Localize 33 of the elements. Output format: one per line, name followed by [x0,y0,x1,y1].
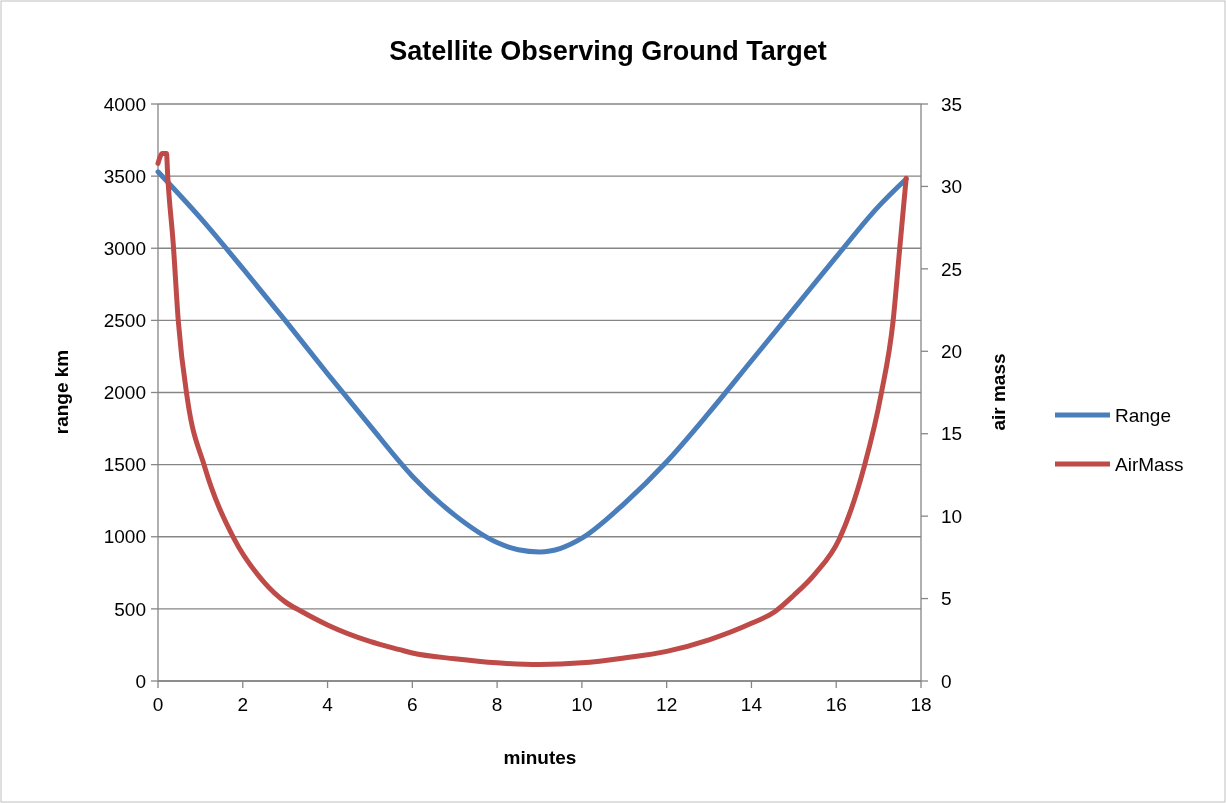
x-tick-label: 10 [571,694,593,715]
y-tick-label: 1000 [103,526,146,548]
y-tick-label: 3000 [103,237,146,259]
y-tick-label: 0 [135,670,146,692]
y2-tick-label: 35 [941,93,963,115]
y2-axis-title: air mass [988,353,1009,431]
chart-title: Satellite Observing Ground Target [389,36,827,66]
y-tick-label: 2500 [103,310,146,332]
y2-tick-label: 5 [941,588,952,610]
y2-tick-label: 0 [941,670,952,692]
x-tick-label: 2 [237,694,249,715]
x-tick-label: 14 [740,694,763,715]
x-tick-label: 18 [910,694,932,715]
y2-tick-label: 30 [941,176,963,198]
x-tick-label: 16 [825,694,847,715]
y-tick-label: 500 [114,598,146,620]
y2-tick-label: 15 [941,423,963,445]
x-tick-label: 4 [322,694,334,715]
x-tick-label: 6 [407,694,418,715]
y-tick-label: 3500 [103,165,146,187]
x-axis-title: minutes [503,747,577,768]
x-tick-label: 8 [491,694,503,715]
y2-tick-label: 20 [941,340,963,362]
y-tick-label: 4000 [103,93,146,115]
y-tick-label: 2000 [103,382,146,404]
y-tick-label: 1500 [103,454,146,476]
y2-tick-label: 25 [941,258,963,280]
y-axis-title: range km [51,349,72,435]
legend-label: AirMass [1115,453,1184,475]
legend-label: Range [1115,404,1171,426]
y2-tick-label: 10 [941,505,963,527]
x-tick-label: 0 [152,694,164,715]
x-tick-label: 12 [656,694,678,715]
